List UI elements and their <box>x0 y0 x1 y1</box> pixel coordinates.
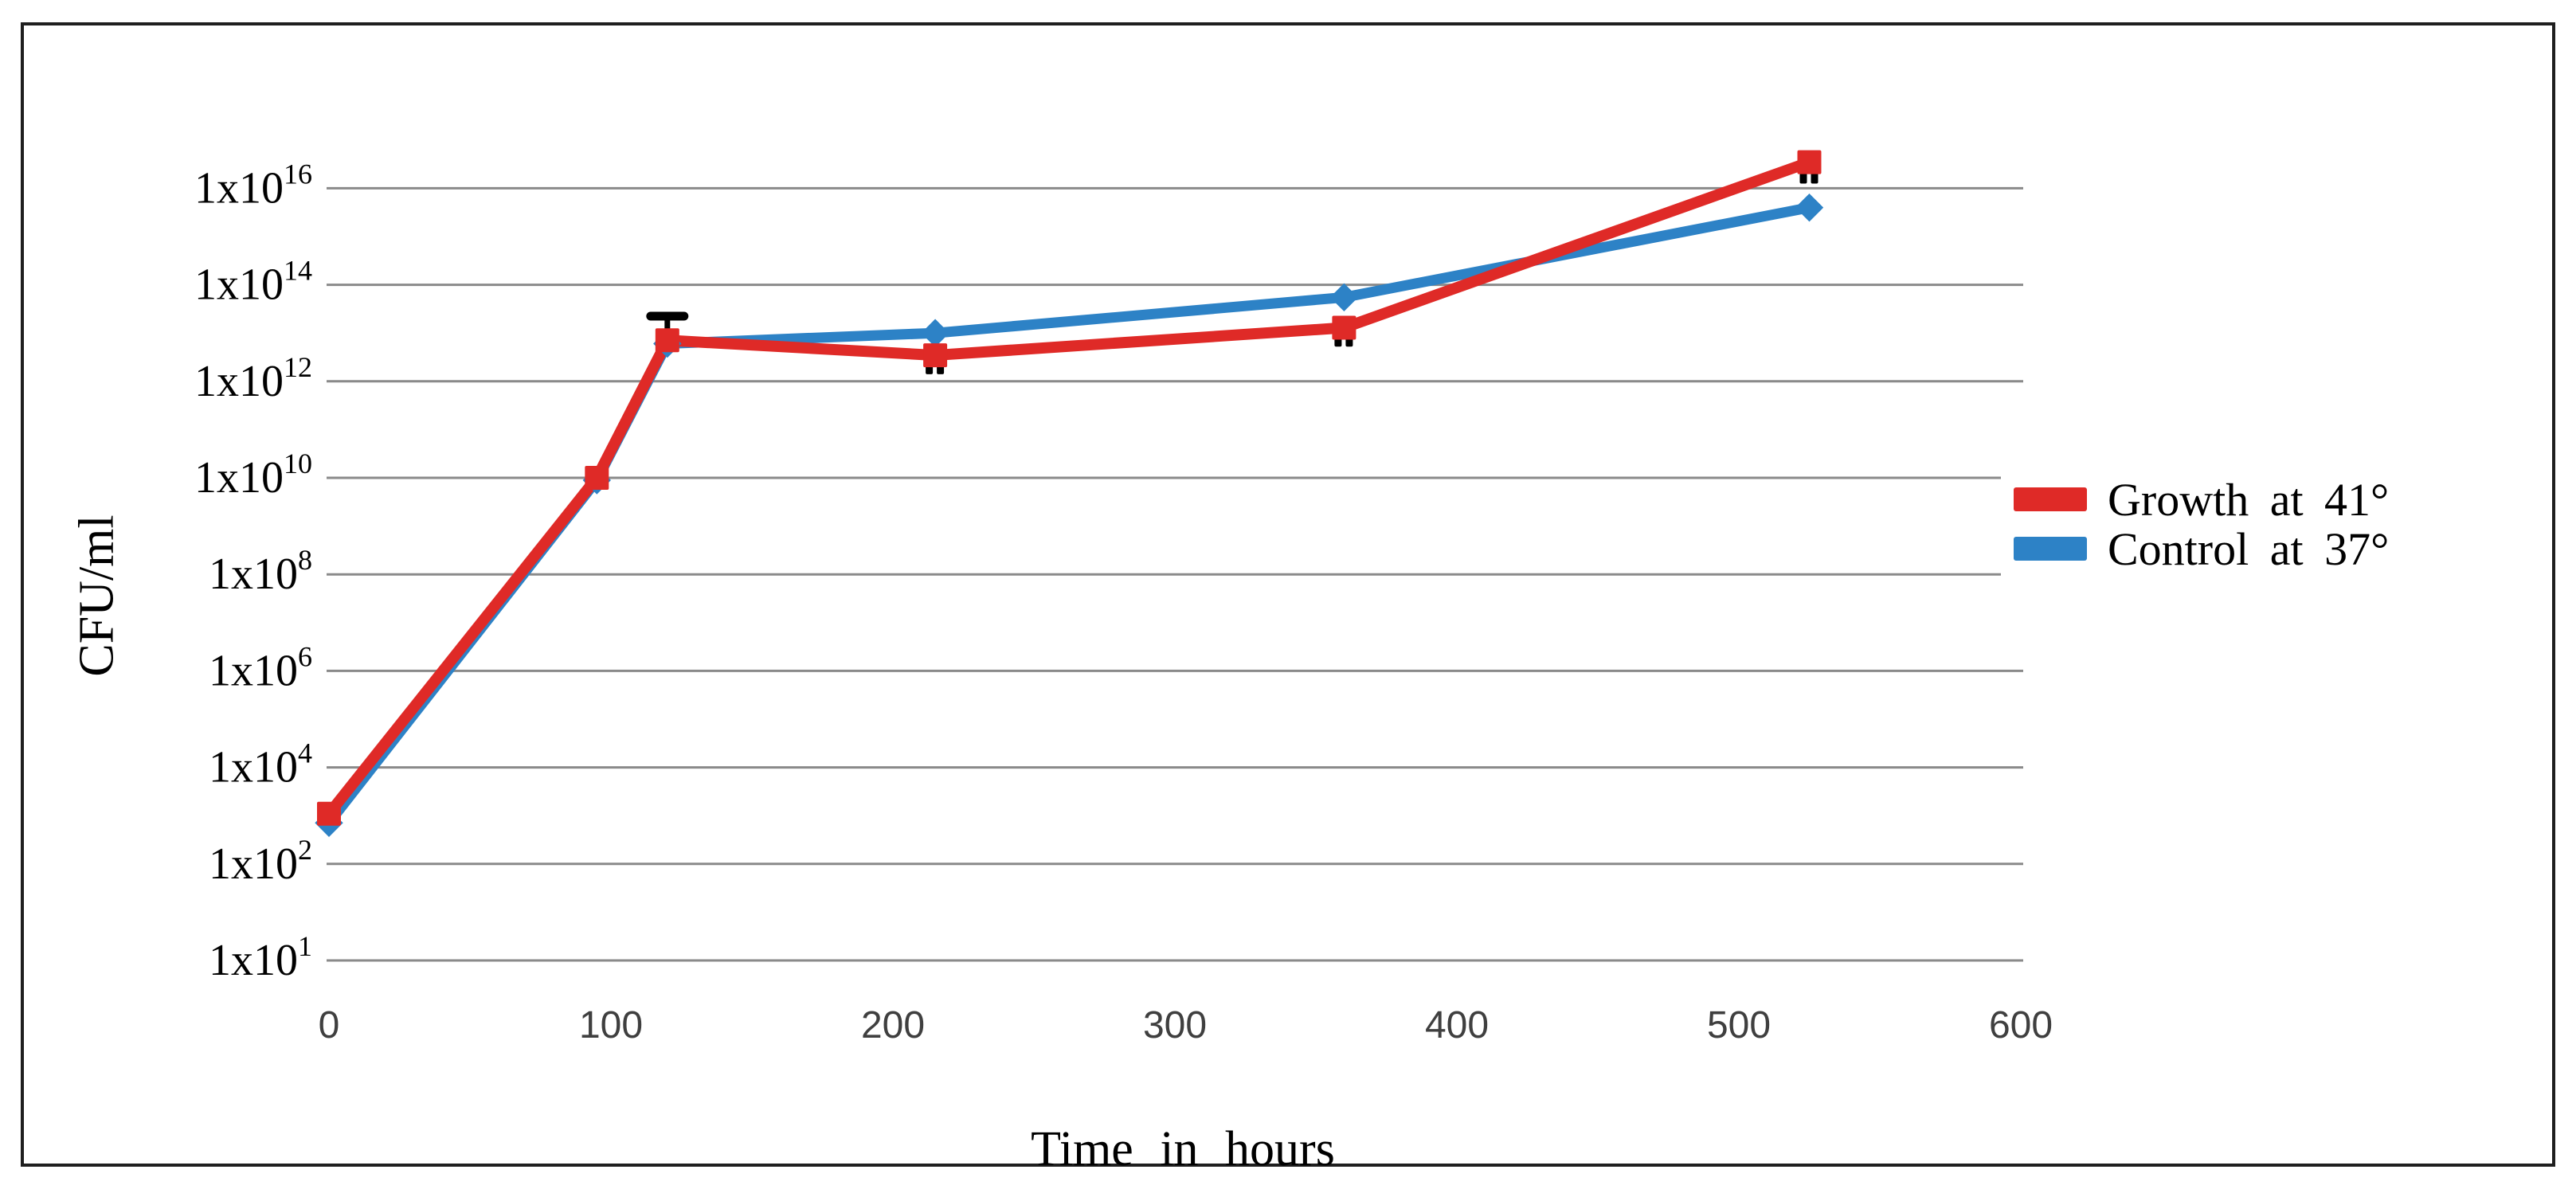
x-axis-title: Time in hours <box>1031 1122 1335 1176</box>
y-tick-label: 1x104 <box>209 737 312 792</box>
data-point-marker-growth <box>923 343 948 368</box>
data-point-marker-growth <box>655 328 679 353</box>
x-tick-label: 200 <box>861 1004 925 1046</box>
x-tick-label: 300 <box>1143 1004 1207 1046</box>
data-point-marker-control <box>1795 193 1824 222</box>
legend-label: Control at 37° <box>2108 522 2390 575</box>
x-tick-label: 500 <box>1707 1004 1771 1046</box>
data-point-marker-control <box>921 319 949 347</box>
y-tick-label: 1x1014 <box>194 255 312 310</box>
data-point-marker-growth <box>585 466 609 490</box>
x-tick-label: 400 <box>1425 1004 1489 1046</box>
x-tick-label: 100 <box>579 1004 643 1046</box>
data-point-marker-control <box>1329 283 1359 312</box>
data-point-marker-growth <box>317 801 341 826</box>
legend-item: Growth at 41° <box>2014 473 2390 526</box>
y-tick-label: 1x1012 <box>194 351 312 406</box>
y-axis-title: CFU/ml <box>69 514 124 677</box>
series-line-growth-41 <box>323 156 1815 819</box>
y-tick-label: 1x106 <box>209 640 312 695</box>
data-point-marker-growth <box>1797 150 1822 174</box>
y-tick-label: 1x101 <box>209 930 312 985</box>
legend: Growth at 41° Control at 37° <box>2001 471 2409 577</box>
legend-item: Control at 37° <box>2014 522 2390 575</box>
y-tick-label: 1x1016 <box>194 158 312 213</box>
y-tick-label: 1x102 <box>209 834 312 889</box>
legend-swatch <box>2014 537 2087 561</box>
x-tick-label: 0 <box>319 1004 340 1046</box>
data-point-marker-growth <box>1332 315 1357 340</box>
legend-swatch <box>2014 487 2087 511</box>
y-tick-label: 1x108 <box>209 544 312 599</box>
legend-label: Growth at 41° <box>2108 473 2390 526</box>
x-tick-label: 600 <box>1989 1004 2053 1046</box>
figure-border <box>21 22 2555 1167</box>
series-line-control-37 <box>323 202 1815 828</box>
y-tick-label: 1x1010 <box>194 448 312 503</box>
